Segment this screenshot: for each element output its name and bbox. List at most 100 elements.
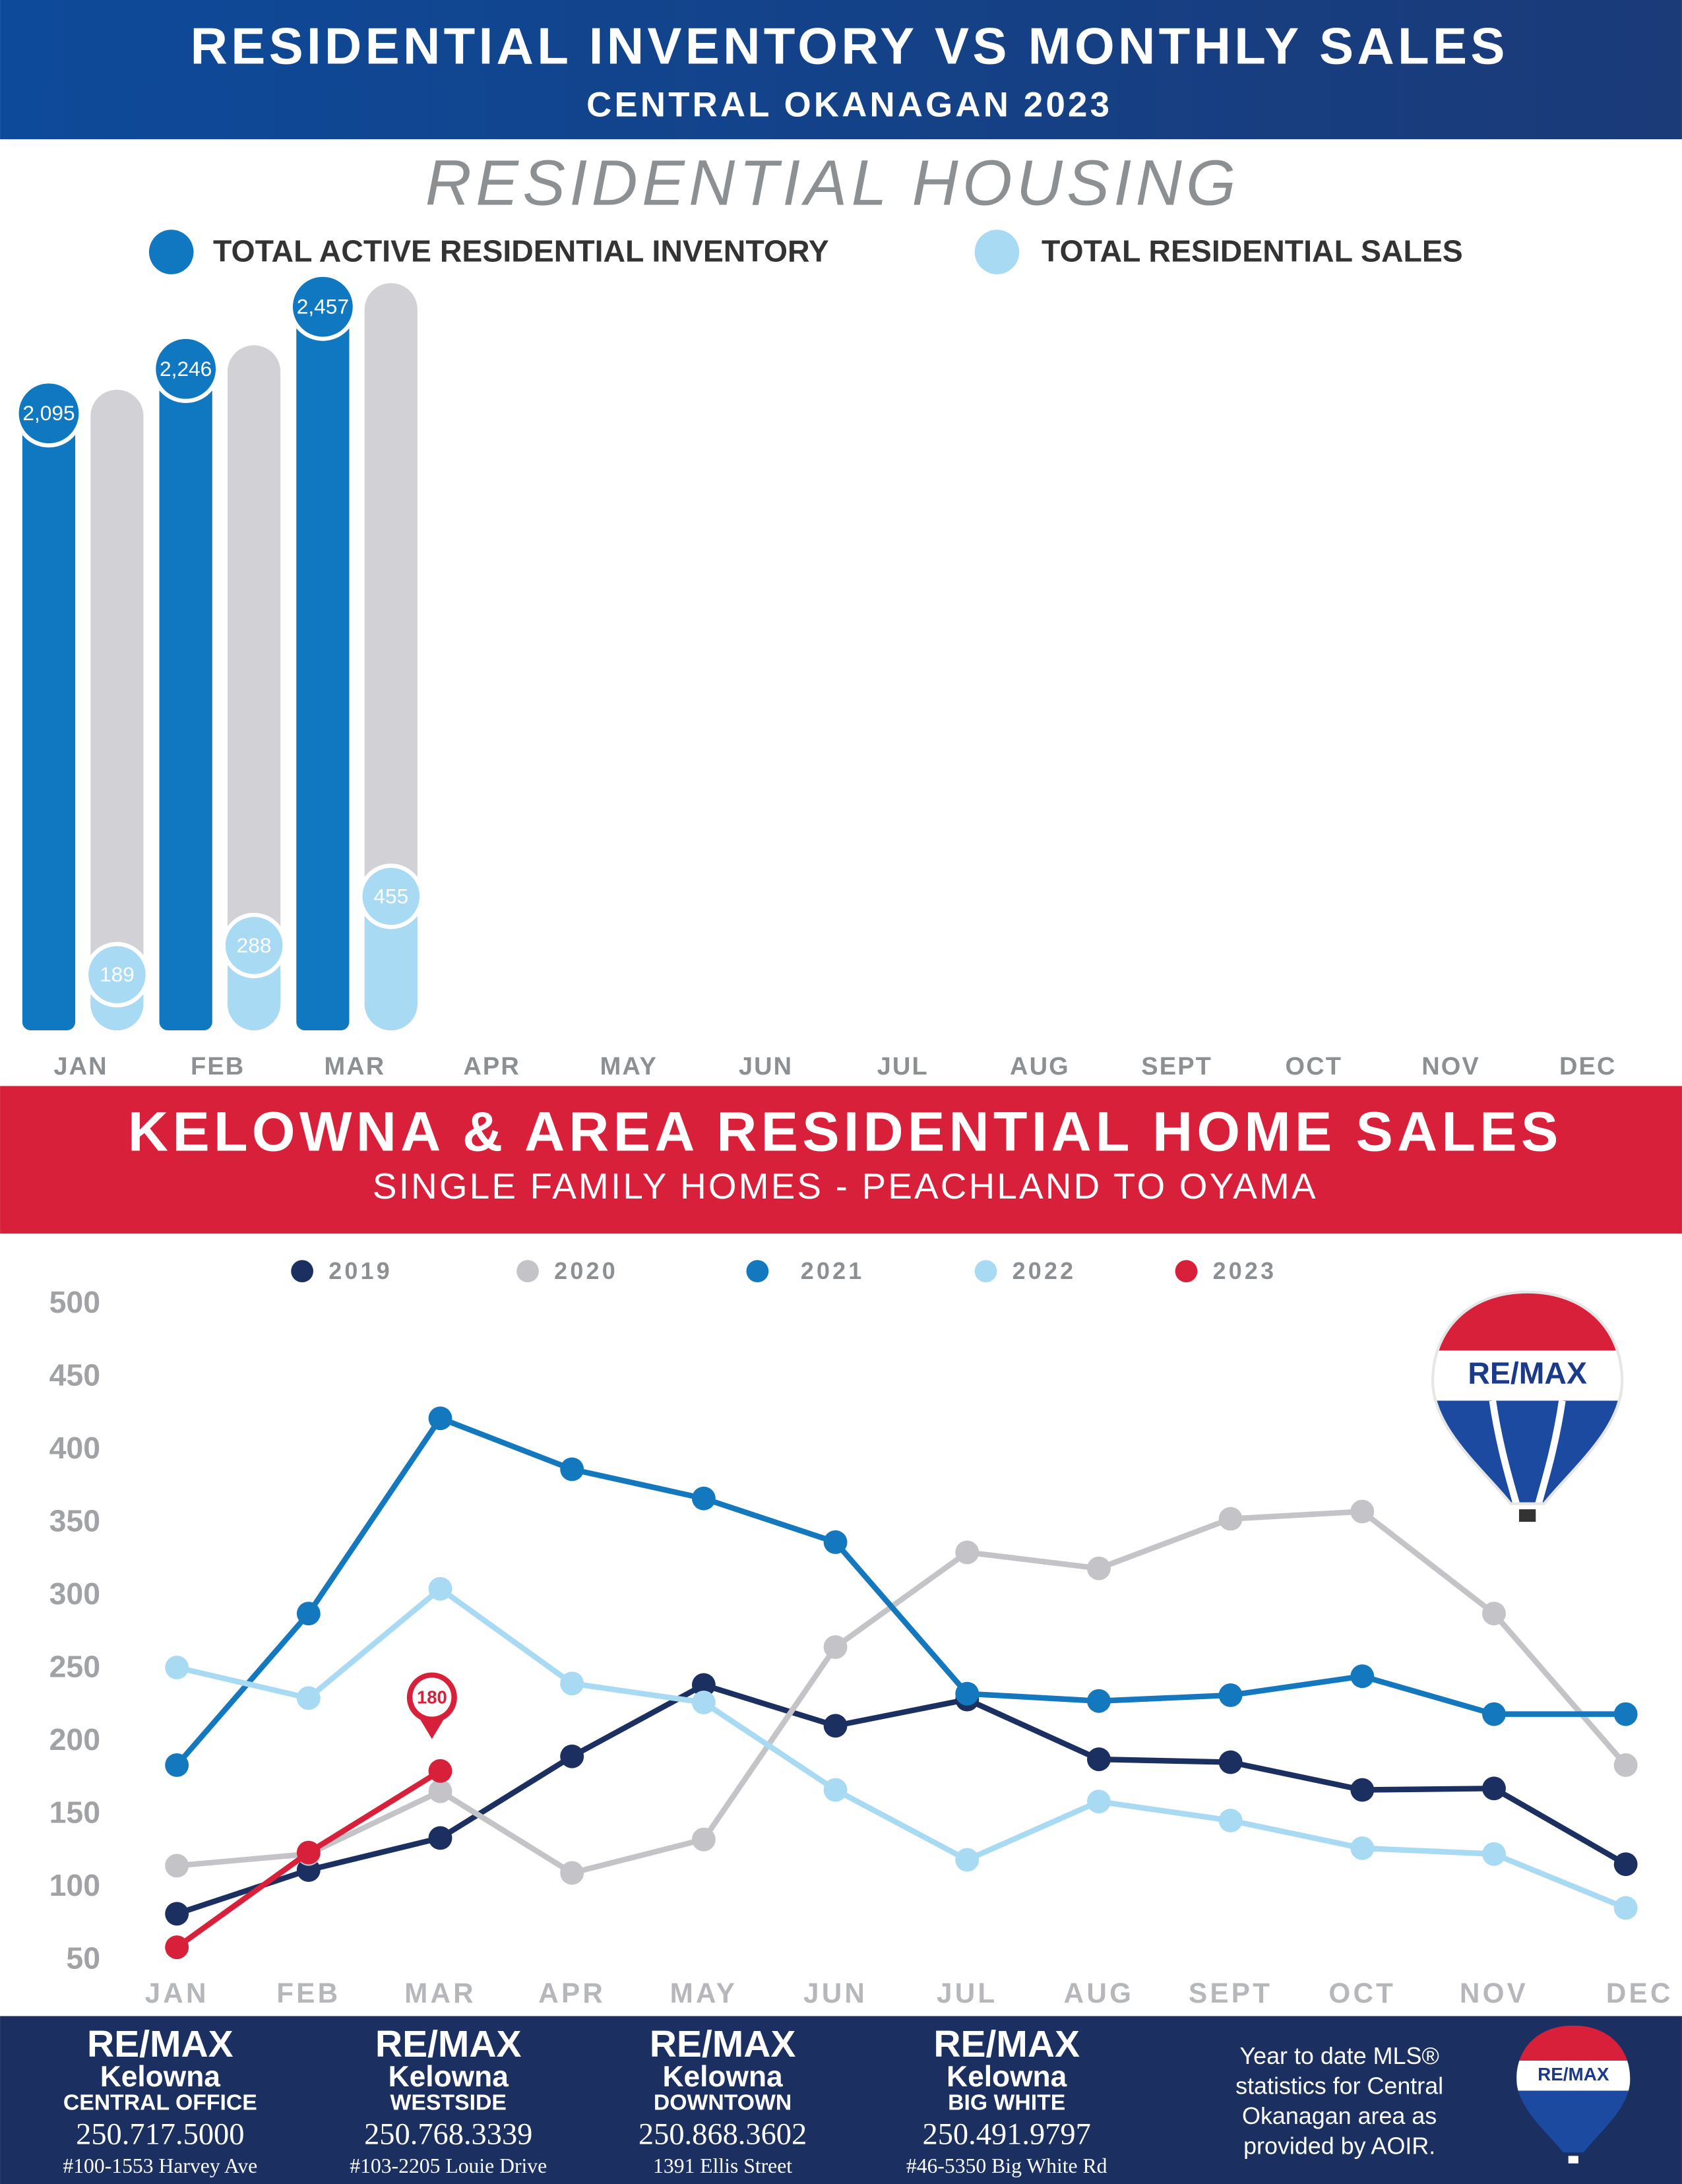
y-tick-label: 250 — [49, 1649, 100, 1683]
value-label: 2,457 — [297, 295, 349, 319]
header-subtitle: CENTRAL OKANAGAN 2023 — [586, 85, 1112, 124]
office-city: Kelowna — [389, 2061, 509, 2093]
point — [1350, 1499, 1375, 1524]
legend-label: 2022 — [1012, 1258, 1076, 1284]
y-tick-label: 50 — [66, 1941, 100, 1975]
x-tick-label: MAR — [324, 1053, 385, 1080]
office-address: #100-1553 Harvey Ave — [63, 2154, 257, 2177]
legend-marker — [1175, 1260, 1198, 1283]
logo-text: RE/MAX — [1468, 1356, 1587, 1390]
office-city: Kelowna — [100, 2061, 221, 2093]
logo-balloon: RE/MAX — [1431, 1290, 1624, 1522]
x-tick-label: NOV — [1460, 1978, 1528, 2009]
office-city: Kelowna — [947, 2061, 1067, 2093]
point — [1613, 1753, 1638, 1777]
x-tick-label: JUL — [937, 1978, 997, 2009]
x-tick-label: OCT — [1328, 1978, 1396, 2009]
y-tick-label: 150 — [49, 1795, 100, 1829]
footer-note: statistics for Central — [1235, 2073, 1443, 2100]
office-branch: DOWNTOWN — [654, 2090, 792, 2115]
point — [560, 1671, 584, 1696]
point — [560, 1457, 584, 1482]
line — [175, 1681, 1627, 1917]
point — [1613, 1896, 1638, 1920]
x-tick-label: JUL — [877, 1053, 929, 1080]
point — [823, 1530, 848, 1554]
logo-balloon: RE/MAX — [1516, 2025, 1631, 2164]
x-tick-label: DEC — [1606, 1978, 1673, 2009]
legend-label: 2021 — [801, 1258, 865, 1284]
y-tick-label: 200 — [49, 1722, 100, 1757]
point — [1218, 1507, 1243, 1531]
point — [1086, 1747, 1111, 1772]
office-branch: BIG WHITE — [948, 2090, 1065, 2115]
bar — [159, 369, 212, 1030]
point — [1482, 1842, 1506, 1866]
office-brand: RE/MAX — [375, 2023, 522, 2065]
point — [428, 1826, 452, 1850]
x-tick-label: SEPT — [1141, 1053, 1212, 1080]
banner — [0, 1086, 1682, 1234]
office-phone: 250.717.5000 — [76, 2118, 244, 2152]
x-tick-label: NOV — [1421, 1053, 1480, 1080]
chart-subtitle: SINGLE FAMILY HOMES - PEACHLAND TO OYAMA — [373, 1166, 1318, 1206]
logo-text: RE/MAX — [1538, 2064, 1609, 2084]
line — [176, 1585, 1627, 1911]
point — [823, 1635, 848, 1659]
value-label: 180 — [417, 1687, 447, 1707]
legend-marker — [148, 230, 194, 274]
legend-label: 2019 — [328, 1258, 392, 1284]
point — [296, 1602, 321, 1626]
bar — [296, 307, 350, 1030]
point — [1482, 1602, 1506, 1626]
legend-marker — [746, 1260, 769, 1283]
value-label: 455 — [373, 884, 408, 908]
office-phone: 250.768.3339 — [364, 2118, 532, 2152]
office-address: 1391 Ellis Street — [653, 2154, 792, 2177]
point — [1350, 1664, 1375, 1689]
bar-track — [90, 389, 144, 1030]
value-label-pin: 180 — [404, 1669, 460, 1745]
point — [165, 1935, 189, 1960]
legend-marker — [291, 1260, 314, 1283]
point — [428, 1759, 452, 1783]
bar — [364, 896, 418, 1030]
office-phone: 250.868.3602 — [639, 2118, 807, 2152]
legend-marker — [516, 1260, 539, 1283]
y-tick-label: 450 — [49, 1358, 100, 1392]
x-tick-label: AUG — [1010, 1053, 1070, 1080]
point — [1086, 1556, 1111, 1580]
bar-track — [364, 283, 418, 1030]
point — [1482, 1776, 1506, 1801]
legend-label: 2023 — [1213, 1258, 1277, 1284]
y-tick-label: 400 — [49, 1431, 100, 1465]
point — [165, 1854, 189, 1878]
y-tick-label: 100 — [49, 1868, 100, 1902]
footer-note: provided by AOIR. — [1243, 2133, 1435, 2159]
x-tick-label: SEPT — [1189, 1978, 1272, 2009]
point — [1218, 1808, 1243, 1832]
point — [1613, 1852, 1638, 1877]
point — [165, 1902, 189, 1926]
chart-title: RESIDENTIAL HOUSING — [425, 147, 1240, 219]
office-brand: RE/MAX — [933, 2023, 1080, 2065]
pin-face — [412, 1677, 452, 1717]
value-label-bubble — [15, 379, 83, 448]
x-tick-label: OCT — [1286, 1053, 1343, 1080]
point — [691, 1691, 716, 1714]
point — [560, 1744, 584, 1768]
point — [165, 1753, 189, 1777]
point — [1218, 1683, 1243, 1707]
point — [955, 1540, 980, 1565]
x-tick-label: APR — [538, 1978, 606, 2009]
point — [1350, 1836, 1375, 1860]
value-label: 288 — [237, 933, 272, 957]
x-tick-label: JAN — [53, 1053, 108, 1080]
point — [691, 1673, 716, 1697]
office-city: Kelowna — [662, 2061, 783, 2093]
bar — [22, 413, 76, 1030]
office-address: #103-2205 Louie Drive — [350, 2154, 547, 2177]
point — [1613, 1702, 1638, 1726]
office-brand: RE/MAX — [650, 2023, 796, 2065]
